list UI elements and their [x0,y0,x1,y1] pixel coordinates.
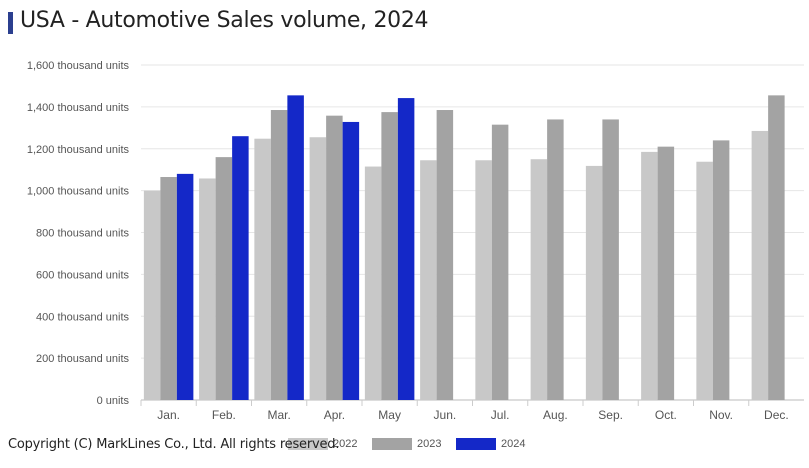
bar-2022-Jan. [143,190,161,400]
bar-2022-Feb. [199,178,216,400]
legend-swatch-2023 [372,438,412,450]
y-tick-label: 0 units [97,395,130,407]
bar-2022-Apr. [309,137,327,400]
bar-2023-Jul. [491,124,509,400]
copyright-text: Copyright (C) MarkLines Co., Ltd. All ri… [8,437,340,452]
bar-2023-Apr. [326,115,343,400]
y-tick-label: 200 thousand units [36,353,129,365]
bar-2022-Oct. [641,151,658,400]
legend-label-2023: 2023 [417,438,441,450]
y-tick-label: 1,200 thousand units [27,144,130,156]
bar-2024-Mar. [287,95,304,400]
bar-2023-Dec. [768,95,785,400]
x-tick-label: May [378,408,401,422]
bar-2023-May [381,112,398,400]
x-tick-label: Jun. [434,408,457,422]
bar-2024-Feb. [232,136,249,400]
x-tick-label: Jul. [491,408,510,422]
bar-2024-Jan. [176,173,194,400]
bar-2024-Apr. [342,121,360,400]
legend-swatch-2022 [288,438,328,450]
x-tick-label: Aug. [543,408,568,422]
bar-2023-Mar. [270,110,288,400]
bar-2023-Oct. [657,146,675,400]
y-tick-label: 400 thousand units [36,311,129,323]
title-accent-bar [8,12,13,34]
bar-2023-Feb. [215,157,233,400]
bar-2023-Nov. [712,140,730,400]
y-tick-label: 1,600 thousand units [27,60,130,72]
y-tick-label: 1,000 thousand units [27,186,130,198]
x-tick-label: Dec. [764,408,789,422]
bar-2022-Mar. [254,138,271,400]
bar-2022-May [364,166,382,400]
bar-2023-Sep. [602,119,619,400]
x-tick-label: Oct. [655,408,677,422]
legend-swatch-2024 [456,438,496,450]
bar-2022-Jun. [420,160,437,400]
bar-2022-Aug. [530,159,548,400]
x-tick-label: Jan. [157,408,180,422]
y-tick-label: 800 thousand units [36,228,129,240]
legend-label-2022: 2022 [333,438,357,450]
y-tick-label: 600 thousand units [36,269,129,281]
x-tick-label: Nov. [709,408,733,422]
bar-2022-Nov. [696,161,713,400]
x-tick-label: Sep. [598,408,623,422]
bar-2024-May [397,98,415,401]
bar-2022-Dec. [751,130,769,400]
bar-2022-Sep. [585,165,603,400]
bar-2023-Jan. [160,177,177,400]
page-title: USA - Automotive Sales volume, 2024 [20,8,429,33]
bar-2023-Aug. [547,119,564,400]
x-tick-label: Feb. [212,408,236,422]
bar-2022-Jul. [475,160,492,400]
legend-label-2024: 2024 [501,438,525,450]
bar-2023-Jun. [436,110,454,400]
y-tick-label: 1,400 thousand units [27,102,130,114]
x-tick-label: Apr. [324,408,345,422]
x-tick-label: Mar. [267,408,290,422]
